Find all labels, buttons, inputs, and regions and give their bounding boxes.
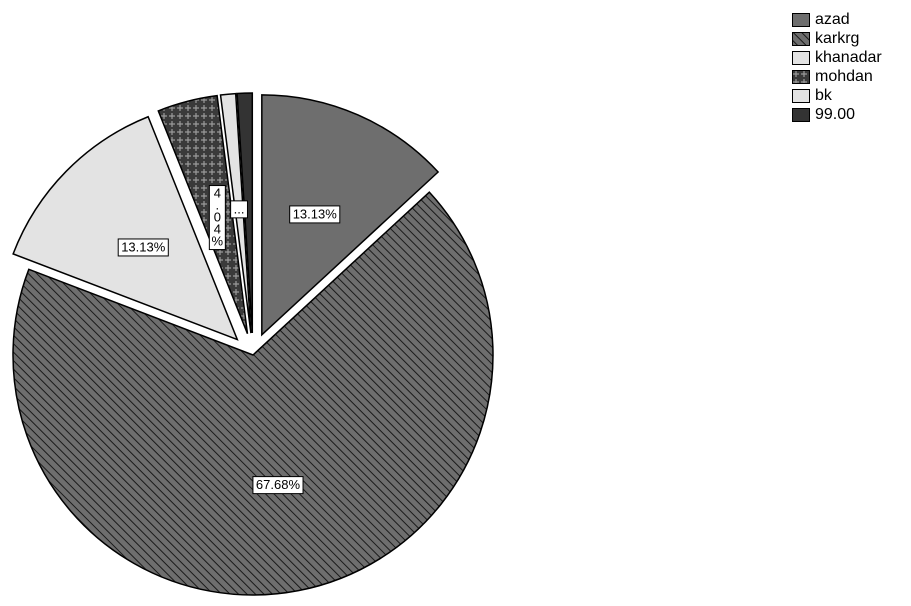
- pie-data-label: 4.04%: [208, 185, 226, 251]
- svg-text:4: 4: [214, 186, 221, 201]
- pie-data-label: 67.68%: [252, 476, 304, 495]
- legend-item: mohdan: [792, 67, 882, 86]
- pie-data-label: ...: [230, 200, 248, 219]
- pie-chart: 13.13%67.68%13.13%4.04%...: [12, 92, 494, 596]
- svg-text:67.68%: 67.68%: [256, 477, 301, 492]
- legend-item: bk: [792, 86, 882, 105]
- svg-text:.: .: [216, 198, 220, 213]
- legend-label: bk: [815, 87, 832, 104]
- legend-label: karkrg: [815, 30, 860, 47]
- legend-swatch: [792, 88, 810, 103]
- legend-item: khanadar: [792, 48, 882, 67]
- pie-data-label: 13.13%: [289, 205, 341, 224]
- legend-label: 99.00: [815, 106, 856, 123]
- pie-slice-khanadar: [12, 115, 239, 341]
- legend: azad karkrg khanadar mohdan bk 99.00: [792, 10, 882, 124]
- svg-text:...: ...: [234, 201, 245, 216]
- legend-label: khanadar: [815, 49, 882, 66]
- legend-label: azad: [815, 11, 850, 28]
- legend-swatch: [792, 107, 810, 122]
- legend-swatch: [792, 31, 810, 46]
- legend-item: azad: [792, 10, 882, 29]
- svg-text:13.13%: 13.13%: [293, 206, 338, 221]
- pie-slice-azad: [261, 94, 440, 337]
- legend-item: 99.00: [792, 105, 882, 124]
- pie-labels: 13.13%67.68%13.13%4.04%...: [117, 185, 341, 495]
- pie-slice-karkrg: [12, 191, 494, 596]
- pie-data-label: 13.13%: [117, 238, 169, 257]
- pie-slice-mohdan: [157, 94, 249, 334]
- svg-text:0: 0: [214, 210, 221, 225]
- legend-swatch: [792, 12, 810, 27]
- legend-item: karkrg: [792, 29, 882, 48]
- svg-text:13.13%: 13.13%: [121, 239, 166, 254]
- legend-label: mohdan: [815, 68, 873, 85]
- legend-swatch: [792, 50, 810, 65]
- svg-text:4: 4: [214, 222, 221, 237]
- pie-slices: [12, 92, 494, 596]
- legend-swatch: [792, 69, 810, 84]
- svg-text:%: %: [212, 234, 224, 249]
